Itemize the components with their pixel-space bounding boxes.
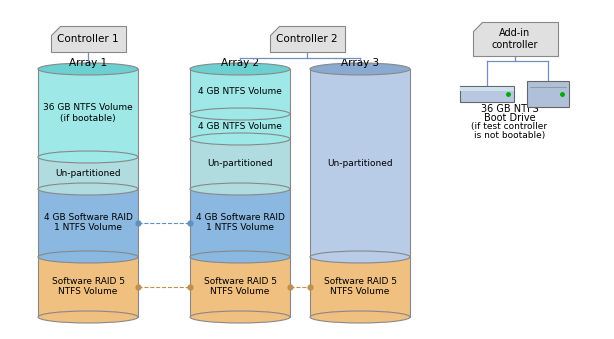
Text: NTFS Volume: NTFS Volume bbox=[58, 287, 118, 297]
FancyBboxPatch shape bbox=[460, 87, 514, 91]
Ellipse shape bbox=[310, 311, 410, 323]
Text: Un-partitioned: Un-partitioned bbox=[55, 168, 121, 178]
Text: Un-partitioned: Un-partitioned bbox=[327, 159, 393, 167]
Text: is not bootable): is not bootable) bbox=[474, 131, 545, 140]
Polygon shape bbox=[190, 114, 290, 139]
Ellipse shape bbox=[38, 151, 138, 163]
Text: Boot Drive: Boot Drive bbox=[484, 113, 535, 123]
Text: Array 3: Array 3 bbox=[341, 58, 379, 68]
Text: NTFS Volume: NTFS Volume bbox=[330, 287, 390, 297]
Ellipse shape bbox=[190, 311, 290, 323]
Polygon shape bbox=[38, 157, 138, 189]
Text: (if test controller: (if test controller bbox=[472, 122, 548, 131]
Text: Array 1: Array 1 bbox=[69, 58, 107, 68]
Ellipse shape bbox=[190, 251, 290, 263]
Text: 4 GB Software RAID: 4 GB Software RAID bbox=[44, 214, 133, 222]
FancyBboxPatch shape bbox=[460, 86, 514, 102]
Text: 4 GB NTFS Volume: 4 GB NTFS Volume bbox=[198, 122, 282, 131]
Polygon shape bbox=[50, 26, 125, 52]
Text: Software RAID 5: Software RAID 5 bbox=[324, 278, 397, 286]
Polygon shape bbox=[38, 257, 138, 317]
Text: 1 NTFS Volume: 1 NTFS Volume bbox=[54, 223, 122, 233]
Text: 4 GB Software RAID: 4 GB Software RAID bbox=[196, 214, 284, 222]
Text: 1 NTFS Volume: 1 NTFS Volume bbox=[206, 223, 274, 233]
Text: Controller 2: Controller 2 bbox=[276, 34, 338, 44]
Text: Controller 1: Controller 1 bbox=[57, 34, 119, 44]
Ellipse shape bbox=[38, 251, 138, 263]
Text: 36 GB NTFS: 36 GB NTFS bbox=[481, 104, 538, 114]
Text: 36 GB NTFS Volume: 36 GB NTFS Volume bbox=[43, 103, 133, 113]
Ellipse shape bbox=[38, 183, 138, 195]
Polygon shape bbox=[190, 69, 290, 114]
Polygon shape bbox=[190, 139, 290, 189]
Text: Array 2: Array 2 bbox=[221, 58, 259, 68]
Polygon shape bbox=[38, 189, 138, 257]
Polygon shape bbox=[190, 189, 290, 257]
Text: Software RAID 5: Software RAID 5 bbox=[203, 278, 276, 286]
Ellipse shape bbox=[310, 251, 410, 263]
Ellipse shape bbox=[190, 183, 290, 195]
Ellipse shape bbox=[310, 63, 410, 75]
Ellipse shape bbox=[190, 63, 290, 75]
Text: Add-in
controller: Add-in controller bbox=[492, 28, 538, 50]
Ellipse shape bbox=[190, 133, 290, 145]
FancyBboxPatch shape bbox=[527, 81, 569, 107]
Polygon shape bbox=[270, 26, 344, 52]
Polygon shape bbox=[38, 69, 138, 157]
Polygon shape bbox=[310, 69, 410, 257]
Text: Software RAID 5: Software RAID 5 bbox=[52, 278, 125, 286]
Ellipse shape bbox=[38, 311, 138, 323]
Text: NTFS Volume: NTFS Volume bbox=[211, 287, 270, 297]
Text: Un-partitioned: Un-partitioned bbox=[207, 160, 273, 168]
Ellipse shape bbox=[38, 63, 138, 75]
Polygon shape bbox=[310, 257, 410, 317]
Ellipse shape bbox=[190, 108, 290, 120]
Text: 4 GB NTFS Volume: 4 GB NTFS Volume bbox=[198, 87, 282, 96]
Polygon shape bbox=[190, 257, 290, 317]
Text: (if bootable): (if bootable) bbox=[60, 114, 116, 122]
Polygon shape bbox=[473, 22, 558, 56]
